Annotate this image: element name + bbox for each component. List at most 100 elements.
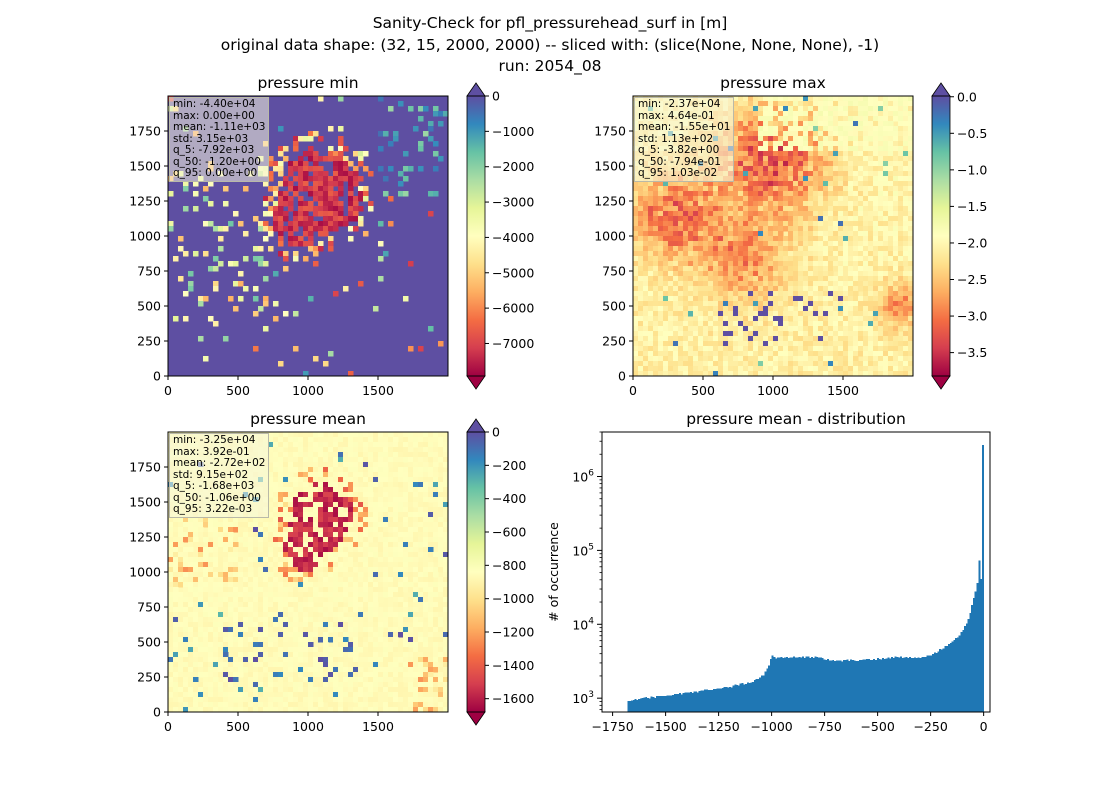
heatmap-cell (858, 116, 864, 122)
heatmap-cell (313, 487, 319, 493)
heatmap-cell (883, 136, 889, 142)
heatmap-cell (898, 206, 904, 212)
heatmap-cell (808, 181, 814, 187)
heatmap-cell (403, 472, 409, 478)
heatmap-cell (803, 341, 809, 347)
heatmap-cell (733, 201, 739, 207)
heatmap-cell (893, 346, 899, 352)
heatmap-cell (418, 447, 424, 453)
heatmap-cell (748, 286, 754, 292)
heatmap-cell (363, 482, 369, 488)
heatmap-cell (903, 116, 909, 122)
heatmap-cell (788, 131, 794, 137)
heatmap-cell (313, 517, 319, 523)
heatmap-cell (423, 517, 429, 523)
heatmap-cell (838, 331, 844, 337)
heatmap-cell (338, 191, 344, 197)
heatmap-cell (863, 196, 869, 202)
heatmap-cell (868, 291, 874, 297)
heatmap-cell (328, 502, 334, 508)
heatmap-cell (813, 226, 819, 232)
heatmap-cell (658, 346, 664, 352)
heatmap-cell (883, 216, 889, 222)
heatmap-cell (233, 537, 239, 543)
heatmap-cell (393, 532, 399, 538)
heatmap-cell (273, 271, 279, 277)
heatmap-cell (883, 341, 889, 347)
heatmap-cell (873, 336, 879, 342)
heatmap-cell (643, 271, 649, 277)
heatmap-cell (898, 371, 904, 377)
heatmap-cell (303, 542, 309, 548)
heatmap-cell (893, 266, 899, 272)
heatmap-cell (823, 321, 829, 327)
heatmap-cell (688, 236, 694, 242)
heatmap-cell (793, 156, 799, 162)
heatmap-cell (683, 231, 689, 237)
heatmap-cell (863, 211, 869, 217)
heatmap-cell (748, 356, 754, 362)
heatmap-cell (763, 176, 769, 182)
heatmap-cell (848, 101, 854, 107)
colorbar-frame (466, 95, 486, 377)
heatmap-cell (648, 251, 654, 257)
heatmap-cell (213, 522, 219, 528)
heatmap-cell (693, 356, 699, 362)
heatmap-cell (858, 166, 864, 172)
heatmap-cell (783, 216, 789, 222)
heatmap-cell (208, 532, 214, 538)
heatmap-cell (728, 331, 734, 337)
heatmap-cell (798, 186, 804, 192)
heatmap-cell (878, 296, 884, 302)
heatmap-cell (353, 176, 359, 182)
heatmap-cell (418, 106, 424, 112)
heatmap-cell (338, 126, 344, 132)
heatmap-cell (263, 261, 269, 267)
heatmap-cell (898, 121, 904, 127)
heatmap-cell (283, 522, 289, 528)
heatmap-cell (898, 251, 904, 257)
heatmap-cell (813, 336, 819, 342)
heatmap-cell (708, 271, 714, 277)
heatmap-cell (683, 341, 689, 347)
heatmap-cell (858, 231, 864, 237)
heatmap-cell (333, 151, 339, 157)
heatmap-cell (743, 341, 749, 347)
heatmap-cell (708, 186, 714, 192)
heatmap-cell (828, 171, 834, 177)
heatmap-cell (343, 472, 349, 478)
heatmap-cell (718, 256, 724, 262)
heatmap-cell (763, 291, 769, 297)
heatmap-cell (773, 106, 779, 112)
heatmap-cell (878, 351, 884, 357)
heatmap-cell (423, 537, 429, 543)
heatmap-cell (878, 306, 884, 312)
heatmap-cell (658, 181, 664, 187)
heatmap-cell (883, 256, 889, 262)
heatmap-cell (678, 321, 684, 327)
heatmap-cell (868, 316, 874, 322)
heatmap-cell (403, 176, 409, 182)
heatmap-cell (878, 341, 884, 347)
heatmap-cell (818, 136, 824, 142)
heatmap-cell (798, 116, 804, 122)
heatmap-cell (388, 542, 394, 548)
heatmap-cell (273, 206, 279, 212)
heatmap-cell (758, 371, 764, 377)
heatmap-cell (333, 156, 339, 162)
heatmap-cell (798, 206, 804, 212)
heatmap-cell (398, 522, 404, 528)
heatmap-cell (648, 261, 654, 267)
heatmap-cell (438, 542, 444, 548)
heatmap-cell (658, 351, 664, 357)
heatmap-cell (423, 447, 429, 453)
heatmap-cell (223, 537, 229, 543)
heatmap-cell (658, 266, 664, 272)
heatmap-cell (898, 366, 904, 372)
heatmap-cell (878, 251, 884, 257)
heatmap-cell (313, 166, 319, 172)
heatmap-cell (633, 191, 639, 197)
heatmap-cell (713, 331, 719, 337)
heatmap-cell (843, 211, 849, 217)
heatmap-cell (748, 306, 754, 312)
